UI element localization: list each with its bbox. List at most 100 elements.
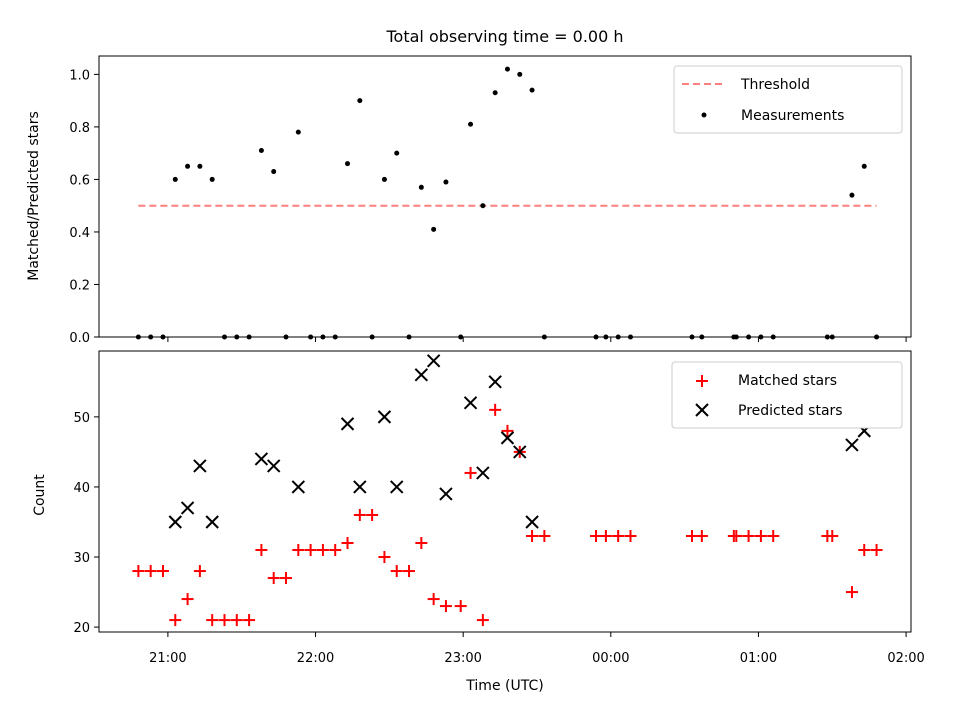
measurement-point xyxy=(529,87,535,93)
matched-stars-point xyxy=(454,600,467,613)
x-tick-label: 22:00 xyxy=(297,651,334,666)
matched-stars-point xyxy=(476,614,489,627)
top-panel: 0.0 0.2 0.4 0.6 0.8 1.0 xyxy=(69,55,912,346)
top-y-tick-label: 0.2 xyxy=(69,278,90,293)
measurement-point xyxy=(357,98,363,104)
measurement-point xyxy=(443,179,449,185)
matched-stars-point xyxy=(156,565,169,578)
predicted-stars-point xyxy=(426,354,441,368)
measurement-point xyxy=(418,184,424,190)
matched-stars-point xyxy=(489,403,502,416)
predicted-stars-point xyxy=(488,375,502,389)
top-y-tick-label: 0.6 xyxy=(69,173,90,188)
matched-stars-point xyxy=(464,466,477,479)
matched-stars-point xyxy=(280,572,293,585)
measurement-point xyxy=(295,129,301,135)
matched-stars-point xyxy=(415,537,428,550)
predicted-stars-point xyxy=(439,487,453,501)
matched-stars-point xyxy=(206,614,219,627)
measurement-point xyxy=(345,161,351,167)
predicted-stars-point xyxy=(205,515,219,529)
top-y-tick-label: 1.0 xyxy=(69,68,90,83)
predicted-stars-point xyxy=(340,417,355,431)
legend-measurements-swatch xyxy=(701,112,707,118)
bottom-legend-frame xyxy=(671,361,903,429)
predicted-stars-point xyxy=(513,445,527,459)
predicted-stars-point xyxy=(845,438,859,452)
measurement-point xyxy=(271,169,277,175)
matched-stars-point xyxy=(366,508,379,521)
legend-matched-swatch xyxy=(696,375,708,387)
measurement-point xyxy=(492,90,498,96)
measurement-point xyxy=(480,203,486,209)
matched-stars-point xyxy=(329,544,342,557)
matched-stars-point xyxy=(858,544,871,557)
bottom-y-tick-label: 20 xyxy=(73,621,90,636)
measurement-point xyxy=(381,176,387,182)
measurement-point xyxy=(504,66,510,72)
matched-stars-point xyxy=(501,424,514,437)
matched-stars-point xyxy=(169,614,182,627)
matched-stars-point xyxy=(403,565,416,578)
matched-stars-point xyxy=(304,544,317,557)
top-y-tick-label: 0.4 xyxy=(69,226,90,241)
matched-stars-point xyxy=(742,529,755,542)
predicted-stars-point xyxy=(193,459,207,473)
matched-stars-point xyxy=(255,544,268,557)
matched-stars-point xyxy=(193,565,206,578)
matched-stars-point xyxy=(267,572,280,585)
matched-stars-point xyxy=(292,544,305,557)
legend-matched-label: Matched stars xyxy=(738,373,837,389)
matched-stars-point xyxy=(845,586,858,599)
predicted-stars-point xyxy=(476,466,490,480)
matched-stars-point xyxy=(218,614,231,627)
predicted-stars-point xyxy=(168,515,182,529)
predicted-stars-point xyxy=(353,480,367,494)
matched-stars-point xyxy=(538,529,551,542)
matched-stars-point xyxy=(870,544,883,557)
predicted-stars-point xyxy=(500,431,515,445)
matched-stars-point xyxy=(181,593,194,606)
predicted-stars-point xyxy=(291,480,306,494)
matched-stars-point xyxy=(353,508,366,521)
x-axis-label: Time (UTC) xyxy=(465,678,543,694)
bottom-axes-frame xyxy=(98,350,912,633)
bottom-y-tick-label: 50 xyxy=(73,411,90,426)
predicted-stars-point xyxy=(266,459,281,473)
x-tick-label: 21:00 xyxy=(149,651,186,666)
x-tick-label: 00:00 xyxy=(592,651,629,666)
matched-stars-point xyxy=(826,529,839,542)
matched-stars-point xyxy=(767,529,780,542)
measurement-point xyxy=(185,163,191,169)
matched-stars-point xyxy=(427,593,440,606)
x-tick-label: 23:00 xyxy=(444,651,481,666)
matched-stars-point xyxy=(730,529,743,542)
matched-stars-point xyxy=(526,529,539,542)
matched-stars-point xyxy=(132,565,145,578)
matched-stars-point xyxy=(144,565,157,578)
matched-stars-point xyxy=(754,529,767,542)
measurement-point xyxy=(861,163,867,169)
measurement-point xyxy=(258,148,264,154)
bottom-panel: 21:00 22:00 23:00 00:00 01:00 02:00 20 30 40 50 xyxy=(73,350,925,666)
matched-stars-point xyxy=(378,551,391,564)
predicted-stars-point xyxy=(390,480,404,494)
matched-stars-point xyxy=(243,614,256,627)
x-tick-label: 02:00 xyxy=(887,651,924,666)
bottom-legend: Matched stars Predicted stars xyxy=(671,361,903,429)
top-y-axis-label: Matched/Predicted stars xyxy=(26,111,42,281)
predicted-stars-point xyxy=(463,396,478,410)
top-y-tick-label: 0.8 xyxy=(69,121,90,136)
matched-stars-point xyxy=(612,529,625,542)
bottom-y-tick-label: 40 xyxy=(73,481,90,496)
legend-predicted-label: Predicted stars xyxy=(738,403,843,419)
measurement-point xyxy=(849,192,855,198)
matched-stars-point xyxy=(390,565,403,578)
top-y-tick-label: 0.0 xyxy=(69,331,90,346)
predicted-stars-point xyxy=(377,410,392,424)
bottom-y-tick-label: 30 xyxy=(73,551,90,566)
legend-measurements-label: Measurements xyxy=(741,108,844,124)
matched-stars-point xyxy=(624,529,637,542)
top-legend: Threshold Measurements xyxy=(673,65,903,134)
